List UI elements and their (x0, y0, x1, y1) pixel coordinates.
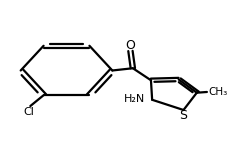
Text: H₂N: H₂N (123, 94, 145, 104)
Text: O: O (125, 39, 135, 52)
Text: Cl: Cl (24, 107, 35, 117)
Text: CH₃: CH₃ (208, 87, 228, 97)
Text: S: S (180, 109, 187, 122)
